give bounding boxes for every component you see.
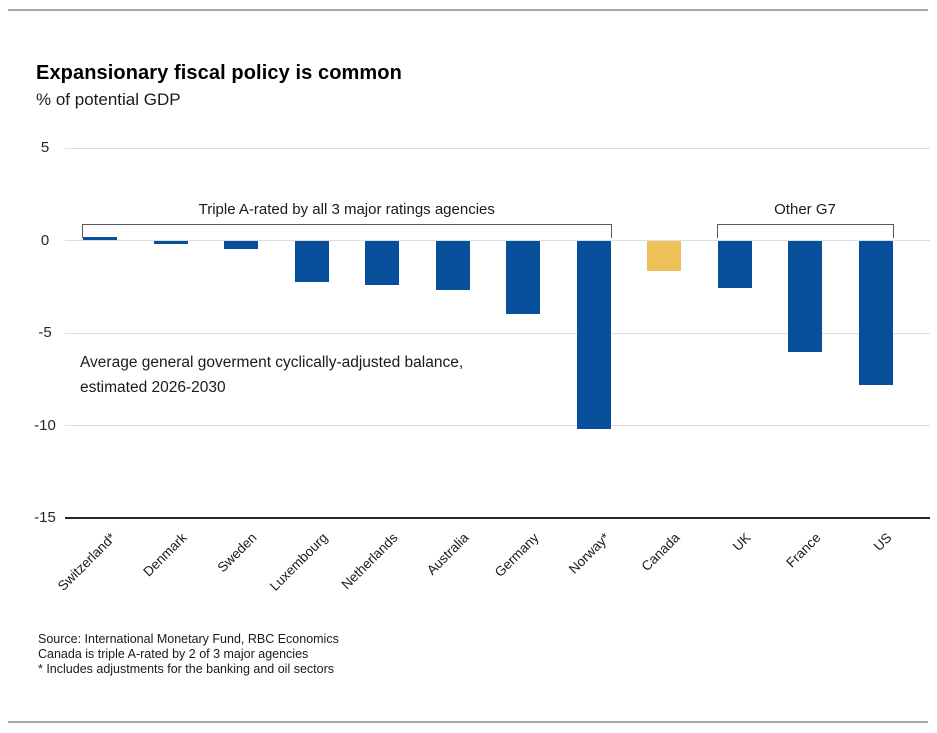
y-tick-label--10: -10 [34, 416, 56, 434]
footnote-source: Source: International Monetary Fund, RBC… [38, 632, 339, 646]
y-tick-label-0: 0 [40, 231, 50, 249]
chart-title: Expansionary fiscal policy is common [36, 62, 402, 84]
chart-subtitle: % of potential GDP [36, 90, 181, 109]
bar-france [788, 240, 822, 352]
group-label-triplearated: Triple A-rated by all 3 major ratings ag… [198, 201, 495, 218]
gridline--10 [65, 425, 930, 426]
bar-norway [576, 240, 611, 430]
chart-note-line2: estimated 2026-2030 [80, 379, 226, 396]
gridline-0 [65, 240, 930, 241]
bar-us [858, 240, 893, 385]
bar-luxembourg [294, 240, 329, 283]
group-bracket-otherg7 [716, 224, 894, 238]
chart-note-line1: Average general goverment cyclically-adj… [80, 354, 464, 371]
bar-switzerland [83, 236, 117, 241]
group-bracket-triplearated [82, 224, 612, 238]
footnotes: Source: International Monetary Fund, RBC… [38, 632, 339, 677]
bar-germany [506, 240, 540, 314]
bar-uk [717, 240, 752, 288]
chart-note: Average general goverment cyclically-adj… [80, 350, 463, 400]
footnote-asterisk: * Includes adjustments for the banking a… [38, 662, 335, 676]
bottom-divider [8, 721, 928, 723]
gridline-5 [65, 147, 930, 149]
bar-canada [647, 240, 681, 272]
top-divider [8, 9, 928, 11]
bar-netherlands [365, 240, 399, 285]
group-label-otherg7: Other G7 [774, 201, 836, 218]
bar-australia [435, 240, 470, 291]
y-tick-label-5: 5 [40, 139, 50, 156]
bar-sweden [224, 240, 258, 249]
bar-denmark [153, 240, 188, 245]
x-axis-line [65, 517, 930, 519]
gridline--5 [65, 332, 930, 334]
footnote-canada-rating: Canada is triple A-rated by 2 of 3 major… [38, 647, 309, 661]
y-tick-label--15: -15 [34, 509, 56, 526]
y-tick-label--5: -5 [38, 324, 52, 341]
